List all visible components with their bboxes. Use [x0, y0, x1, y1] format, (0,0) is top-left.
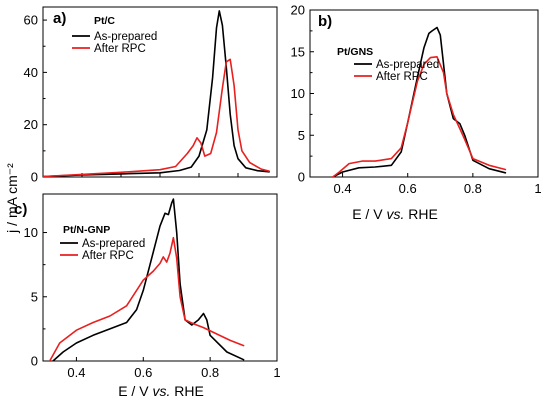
panel-title-b: Pt/GNS [337, 46, 373, 58]
plot-frame-c [42, 193, 278, 362]
x-tick-label-b: 0.6 [399, 181, 417, 196]
x-tick-label-b: 0.8 [464, 181, 482, 196]
y-tick-label-c: 5 [31, 289, 38, 304]
x-tick-label-c: 1 [273, 365, 280, 380]
y-tick-label-b: 10 [291, 86, 305, 101]
x-axis-title-b-italic: vs. [386, 206, 404, 222]
y-tick-label-a: 60 [24, 13, 38, 28]
y-tick-label-b: 5 [298, 128, 305, 143]
series-line-c-after-rpc [48, 236, 245, 361]
series-line-a-after-rpc [43, 58, 270, 177]
x-tick-label-c: 0.4 [67, 365, 85, 380]
panel-label-c: c) [14, 201, 27, 218]
y-tick-label-b: 0 [298, 170, 305, 185]
panel-title-a: Pt/C [94, 15, 115, 27]
series-line-c-as-prepared [52, 198, 245, 361]
y-tick-label-a: 0 [31, 170, 38, 185]
panel-b: 0 5 10 15 20 0.4 0.6 0.8 1 b) Pt/GNSAs-preparedAft… [291, 3, 542, 197]
y-tick-label-c: 10 [24, 225, 38, 240]
x-axis-title-b: E / V vs. RHE [352, 206, 438, 222]
x-tick-label-c: 0.8 [201, 365, 219, 380]
x-axis-title-c-suffix: RHE [170, 383, 203, 399]
y-tick-label-b: 15 [291, 44, 305, 59]
legend-label-b-as-prepared: As-prepared [376, 59, 439, 71]
legend-label-b-after-rpc: After RPC [376, 71, 428, 83]
x-axis-title-c: E / V vs. RHE [118, 383, 204, 399]
series-line-b-as-prepared [332, 26, 507, 177]
x-tick-label-c: 0.6 [134, 365, 152, 380]
y-axis-title: j / mA cm⁻² [4, 163, 20, 234]
x-axis-title-c-italic: vs. [152, 383, 170, 399]
panel-c: 0 5 10 0.4 0.6 0.8 1 c) Pt/N-GNP As-preparedAfter… [14, 193, 281, 380]
legend-label-c-after-rpc: After RPC [82, 250, 134, 262]
x-axis-title-c-prefix: E / V [118, 383, 152, 399]
y-tick-label-a: 40 [24, 65, 38, 80]
y-tick-label-c: 0 [31, 354, 38, 369]
series-line-b-after-rpc [332, 56, 507, 177]
x-axis-title-b-prefix: E / V [352, 206, 386, 222]
x-axis-title-b-suffix: RHE [404, 206, 437, 222]
y-tick-label-b: 20 [291, 3, 305, 18]
plot-frame-b [309, 9, 539, 178]
x-tick-label-b: 1 [534, 181, 541, 196]
panel-label-b: b) [318, 13, 332, 30]
legend-label-c-as-prepared: As-prepared [82, 238, 145, 250]
series-line-a-as-prepared [43, 10, 270, 177]
panel-label-a: a) [53, 10, 66, 27]
panel-title-c: Pt/N-GNP [63, 224, 110, 236]
legend-label-a-as-prepared: As-prepared [94, 31, 157, 43]
x-tick-label-b: 0.4 [334, 181, 352, 196]
legend-label-a-after-rpc: After RPC [94, 43, 146, 55]
y-tick-label-a: 20 [24, 117, 38, 132]
